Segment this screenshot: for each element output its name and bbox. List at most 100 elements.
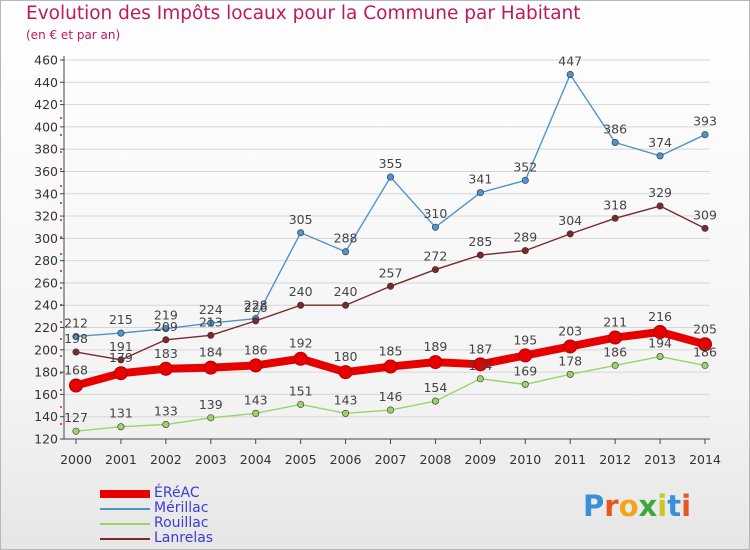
data-label-ereac: 186 bbox=[244, 342, 268, 357]
point-lanrelas bbox=[656, 202, 664, 210]
y-tick-label: 180 bbox=[34, 365, 58, 380]
data-label-ereac: 179 bbox=[109, 350, 133, 365]
data-label-merillac: 374 bbox=[648, 135, 672, 150]
proxiti-logo: Proxiti bbox=[583, 489, 691, 523]
data-label-lanrelas: 289 bbox=[513, 230, 537, 245]
x-tick-label: 2002 bbox=[150, 452, 182, 467]
data-label-merillac: 310 bbox=[423, 206, 447, 221]
data-label-rouillac: 154 bbox=[423, 380, 447, 395]
x-tick-label: 2005 bbox=[285, 452, 317, 467]
x-tick-label: 2012 bbox=[599, 452, 631, 467]
y-tick-label: 260 bbox=[34, 275, 58, 290]
data-label-lanrelas: 329 bbox=[648, 185, 672, 200]
point-ereac bbox=[338, 365, 353, 380]
data-label-merillac: 355 bbox=[379, 156, 403, 171]
axis-dot bbox=[60, 270, 62, 272]
data-label-ereac: 184 bbox=[199, 345, 223, 360]
x-tick-label: 2003 bbox=[195, 452, 227, 467]
data-label-merillac: 288 bbox=[334, 231, 358, 246]
data-label-lanrelas: 226 bbox=[244, 300, 268, 315]
x-tick-label: 2013 bbox=[644, 452, 676, 467]
point-lanrelas bbox=[72, 348, 80, 356]
axis-dot bbox=[60, 389, 62, 391]
logo-letter: P bbox=[583, 489, 605, 523]
y-tick-label: 460 bbox=[34, 53, 58, 68]
x-tick-label: 2010 bbox=[509, 452, 541, 467]
data-label-ereac: 180 bbox=[334, 349, 358, 364]
point-merillac bbox=[207, 319, 215, 327]
legend-swatch-lanrelas bbox=[100, 538, 150, 540]
chart-subtitle: (en € et par an) bbox=[26, 28, 121, 42]
axis-dot bbox=[60, 100, 62, 102]
legend-label-ereac: ÉRéAC bbox=[154, 485, 200, 501]
data-label-lanrelas: 285 bbox=[468, 234, 492, 249]
point-ereac bbox=[473, 357, 488, 372]
point-merillac bbox=[162, 325, 170, 333]
logo-letter: o bbox=[618, 489, 639, 523]
point-ereac bbox=[293, 351, 308, 366]
data-label-merillac: 393 bbox=[693, 114, 717, 129]
data-label-rouillac: 178 bbox=[558, 353, 582, 368]
data-label-rouillac: 186 bbox=[603, 344, 627, 359]
data-label-merillac: 215 bbox=[109, 312, 133, 327]
point-rouillac bbox=[521, 380, 529, 388]
data-label-lanrelas: 213 bbox=[199, 314, 223, 329]
x-tick-label: 2011 bbox=[554, 452, 586, 467]
point-rouillac bbox=[701, 361, 709, 369]
data-label-ereac: 192 bbox=[289, 336, 313, 351]
data-label-ereac: 203 bbox=[558, 323, 582, 338]
axis-dot bbox=[60, 219, 62, 221]
data-label-lanrelas: 257 bbox=[379, 265, 403, 280]
axis-dot bbox=[60, 355, 62, 357]
x-tick-label: 2007 bbox=[375, 452, 407, 467]
point-lanrelas bbox=[386, 282, 394, 290]
logo-letter: i bbox=[657, 489, 668, 523]
data-label-rouillac: 131 bbox=[109, 406, 133, 421]
point-merillac bbox=[342, 248, 350, 256]
axis-dot bbox=[60, 423, 62, 425]
data-label-merillac: 305 bbox=[289, 212, 313, 227]
point-rouillac bbox=[386, 406, 394, 414]
data-label-ereac: 205 bbox=[693, 321, 717, 336]
y-tick-label: 420 bbox=[34, 97, 58, 112]
point-merillac bbox=[656, 152, 664, 160]
point-rouillac bbox=[342, 409, 350, 417]
point-lanrelas bbox=[207, 331, 215, 339]
axis-dot bbox=[60, 236, 62, 238]
axis-dot bbox=[60, 321, 62, 323]
point-rouillac bbox=[476, 375, 484, 383]
data-labels: 168 179 183 184 186 192 180 185 189 187 195 203 211 2… bbox=[64, 53, 717, 425]
point-rouillac bbox=[611, 361, 619, 369]
point-rouillac bbox=[72, 427, 80, 435]
data-label-merillac: 447 bbox=[558, 53, 582, 68]
point-lanrelas bbox=[611, 214, 619, 222]
data-label-lanrelas: 209 bbox=[154, 319, 178, 334]
point-ereac bbox=[608, 330, 623, 345]
data-label-rouillac: 127 bbox=[64, 410, 88, 425]
point-merillac bbox=[566, 70, 574, 78]
y-tick-label: 320 bbox=[34, 209, 58, 224]
logo-letter: t bbox=[667, 489, 682, 523]
data-label-ereac: 168 bbox=[64, 362, 88, 377]
point-ereac bbox=[518, 348, 533, 363]
data-label-merillac: 212 bbox=[64, 315, 88, 330]
point-lanrelas bbox=[431, 266, 439, 274]
data-label-rouillac: 133 bbox=[154, 404, 178, 419]
point-ereac bbox=[383, 359, 398, 374]
data-label-rouillac: 186 bbox=[693, 344, 717, 359]
axis-dot bbox=[60, 253, 62, 255]
point-rouillac bbox=[656, 353, 664, 361]
point-ereac bbox=[113, 366, 128, 381]
x-tick-label: 2001 bbox=[105, 452, 137, 467]
data-label-ereac: 211 bbox=[603, 315, 627, 330]
point-ereac bbox=[203, 360, 218, 375]
y-tick-label: 120 bbox=[34, 432, 58, 447]
data-label-merillac: 341 bbox=[468, 172, 492, 187]
point-merillac bbox=[476, 189, 484, 197]
point-lanrelas bbox=[566, 230, 574, 238]
y-tick-label: 380 bbox=[34, 142, 58, 157]
x-tick-label: 2006 bbox=[330, 452, 362, 467]
point-lanrelas bbox=[701, 224, 709, 232]
data-label-rouillac: 139 bbox=[199, 397, 223, 412]
point-merillac bbox=[701, 131, 709, 139]
